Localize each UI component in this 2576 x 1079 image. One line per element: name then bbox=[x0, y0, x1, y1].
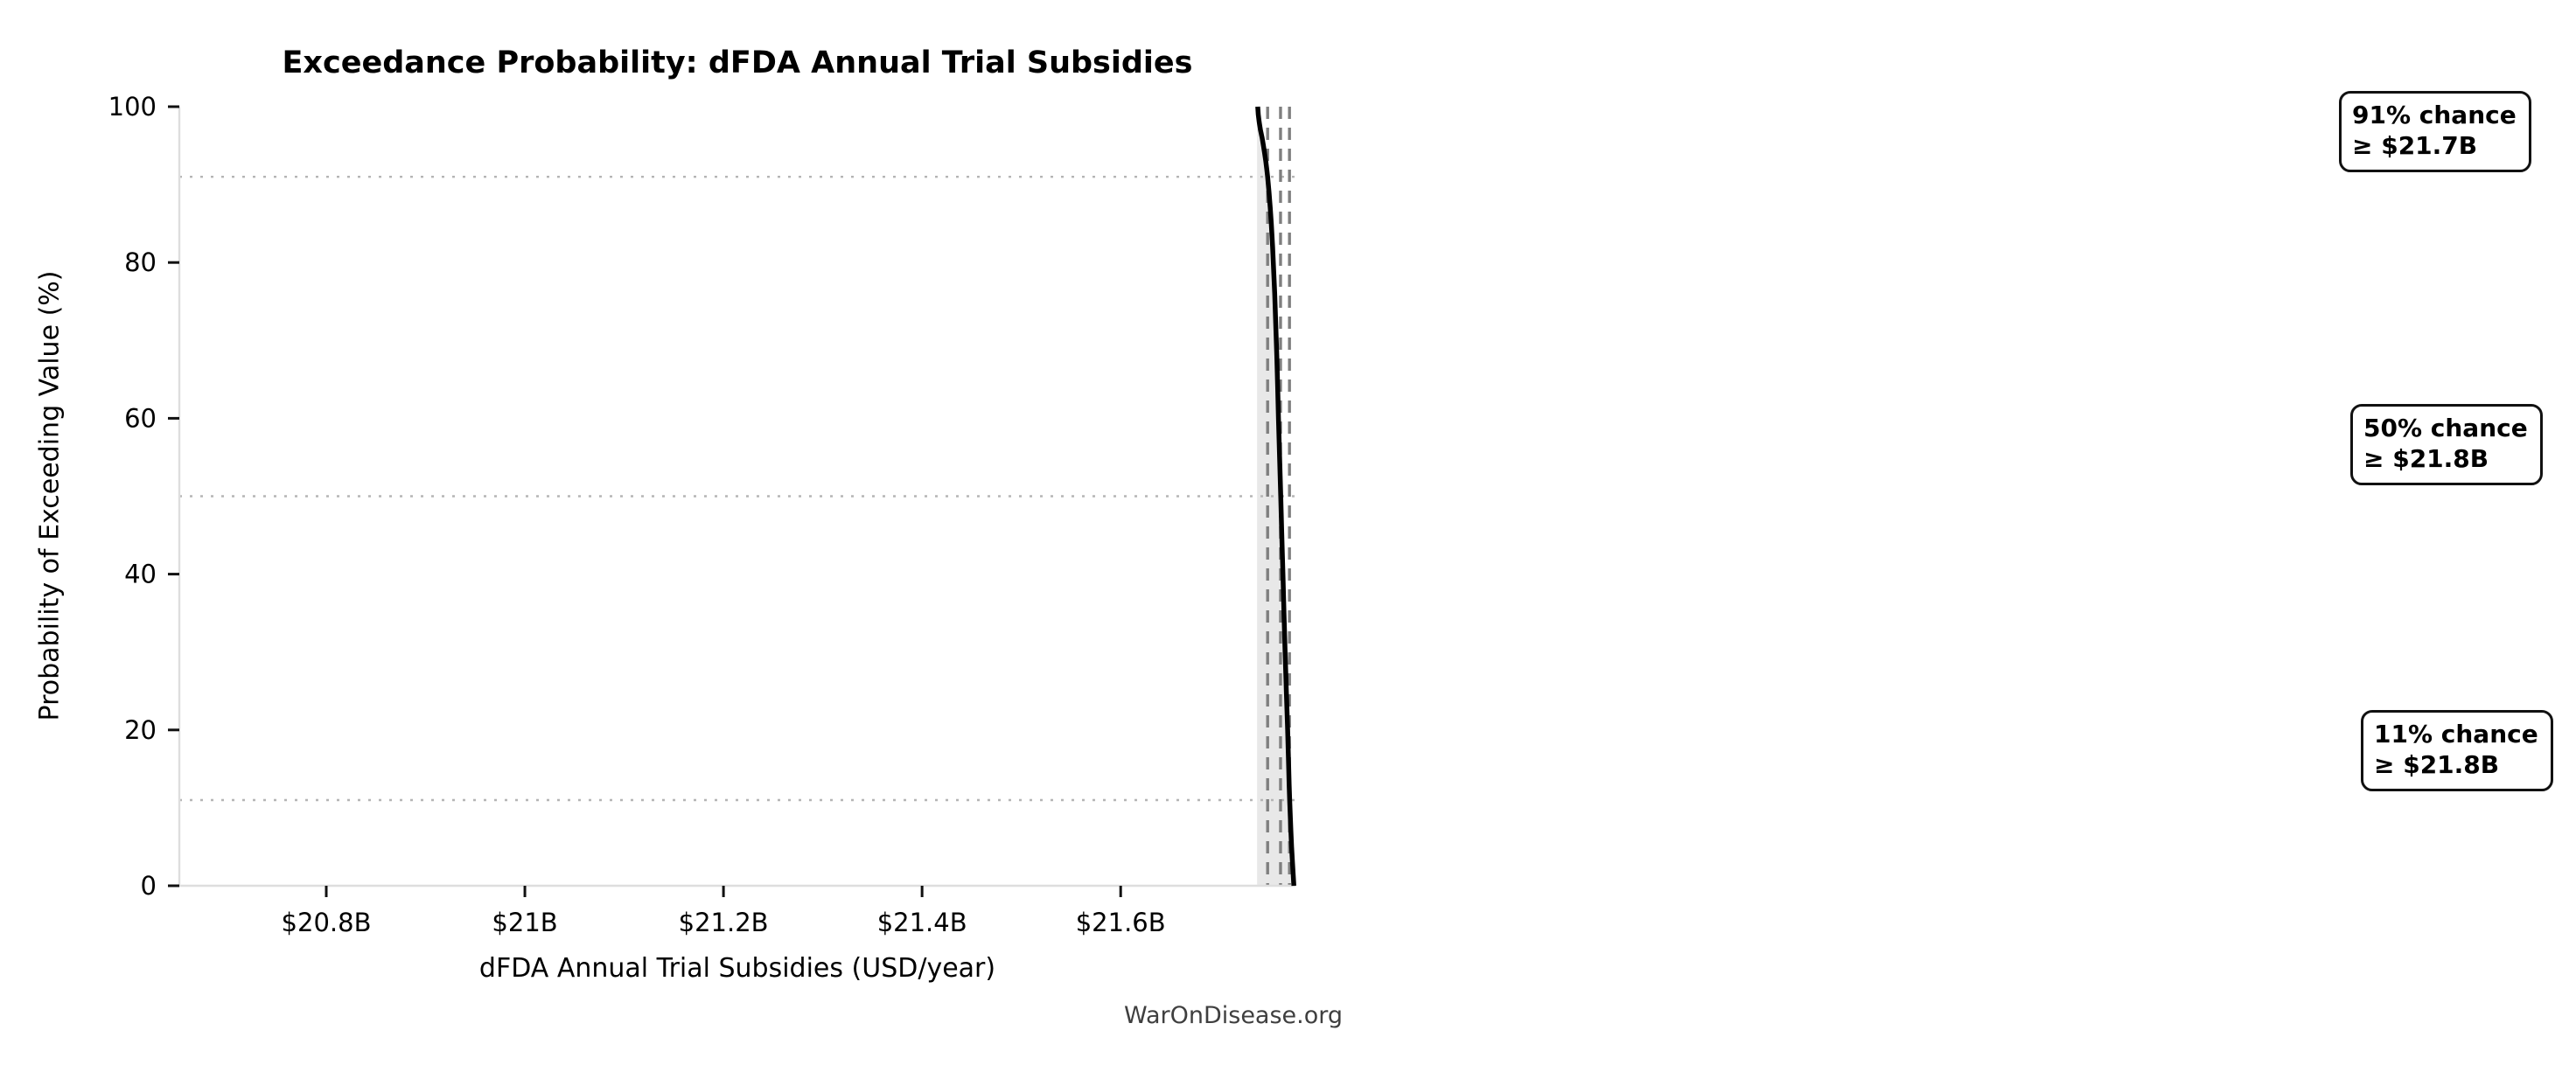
annotation-91pct-chance: 91% chance bbox=[2352, 101, 2517, 129]
x-tick-label: $21.6B bbox=[1076, 908, 1166, 937]
x-tick-label: $21.4B bbox=[877, 908, 967, 937]
annotation-91pct-value: ≥ $21.7B bbox=[2352, 131, 2478, 161]
annotation-50pct-value: ≥ $21.8B bbox=[2363, 444, 2489, 474]
y-tick-label: 20 bbox=[124, 715, 157, 745]
y-axis-title: Probability of Exceeding Value (%) bbox=[34, 270, 66, 721]
annotation-91pct: 91% chance ≥ $21.7B bbox=[2339, 91, 2531, 172]
annotation-11pct: 11% chance ≥ $21.8B bbox=[2361, 710, 2553, 791]
annotation-11pct-chance: 11% chance bbox=[2374, 720, 2538, 748]
x-tick-label: $20.8B bbox=[282, 908, 372, 937]
annotation-50pct: 50% chance ≥ $21.8B bbox=[2350, 404, 2543, 485]
annotation-11pct-value: ≥ $21.8B bbox=[2374, 750, 2500, 780]
x-axis-title: dFDA Annual Trial Subsidies (USD/year) bbox=[478, 953, 996, 984]
y-tick-label: 0 bbox=[141, 871, 157, 901]
y-tick-label: 100 bbox=[108, 92, 157, 122]
annotation-50pct-chance: 50% chance bbox=[2363, 414, 2528, 442]
x-tick-label: $21B bbox=[492, 908, 557, 937]
y-tick-label: 40 bbox=[124, 560, 157, 589]
y-tick-label: 80 bbox=[124, 247, 157, 277]
exceedance-curve bbox=[1255, 106, 1296, 887]
x-tick-label: $21.2B bbox=[679, 908, 769, 937]
chart-title: Exceedance Probability: dFDA Annual Tria… bbox=[282, 45, 1193, 80]
y-tick-label: 60 bbox=[124, 403, 157, 433]
watermark-text: WarOnDisease.org bbox=[1123, 1002, 1344, 1029]
